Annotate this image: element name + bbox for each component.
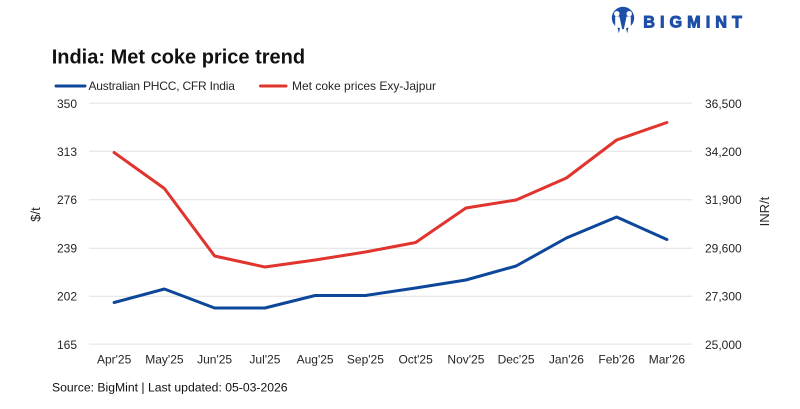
svg-text:25,000: 25,000	[705, 338, 742, 352]
svg-text:202: 202	[57, 290, 77, 304]
svg-text:Jan'26: Jan'26	[549, 353, 584, 367]
svg-text:Oct'25: Oct'25	[398, 353, 433, 367]
svg-text:313: 313	[57, 145, 77, 159]
svg-text:Australian PHCC, CFR India: Australian PHCC, CFR India	[89, 79, 236, 93]
svg-text:Jul'25: Jul'25	[249, 353, 280, 367]
svg-text:Nov'25: Nov'25	[447, 353, 484, 367]
svg-text:Dec'25: Dec'25	[498, 353, 535, 367]
svg-text:29,600: 29,600	[705, 241, 742, 255]
svg-text:165: 165	[57, 338, 77, 352]
svg-text:31,900: 31,900	[705, 193, 742, 207]
svg-text:Met coke prices Exy-Jajpur: Met coke prices Exy-Jajpur	[292, 79, 436, 93]
svg-text:$/t: $/t	[28, 207, 43, 222]
svg-text:27,300: 27,300	[705, 290, 742, 304]
svg-text:36,500: 36,500	[705, 97, 742, 111]
svg-text:Apr'25: Apr'25	[97, 353, 132, 367]
svg-text:34,200: 34,200	[705, 145, 742, 159]
svg-text:Jun'25: Jun'25	[197, 353, 232, 367]
svg-text:BIGMINT: BIGMINT	[643, 13, 747, 31]
svg-text:239: 239	[57, 241, 77, 255]
svg-text:Aug'25: Aug'25	[297, 353, 334, 367]
svg-text:Source: BigMint | Last updated: Source: BigMint | Last updated: 05-03-20…	[52, 381, 288, 395]
svg-text:May'25: May'25	[145, 353, 184, 367]
svg-text:276: 276	[57, 193, 77, 207]
svg-text:Feb'26: Feb'26	[598, 353, 635, 367]
svg-text:Mar'26: Mar'26	[649, 353, 686, 367]
svg-text:350: 350	[57, 97, 77, 111]
svg-text:India: Met coke price trend: India: Met coke price trend	[52, 46, 305, 68]
svg-text:Sep'25: Sep'25	[347, 353, 384, 367]
svg-text:INR/t: INR/t	[757, 196, 772, 226]
